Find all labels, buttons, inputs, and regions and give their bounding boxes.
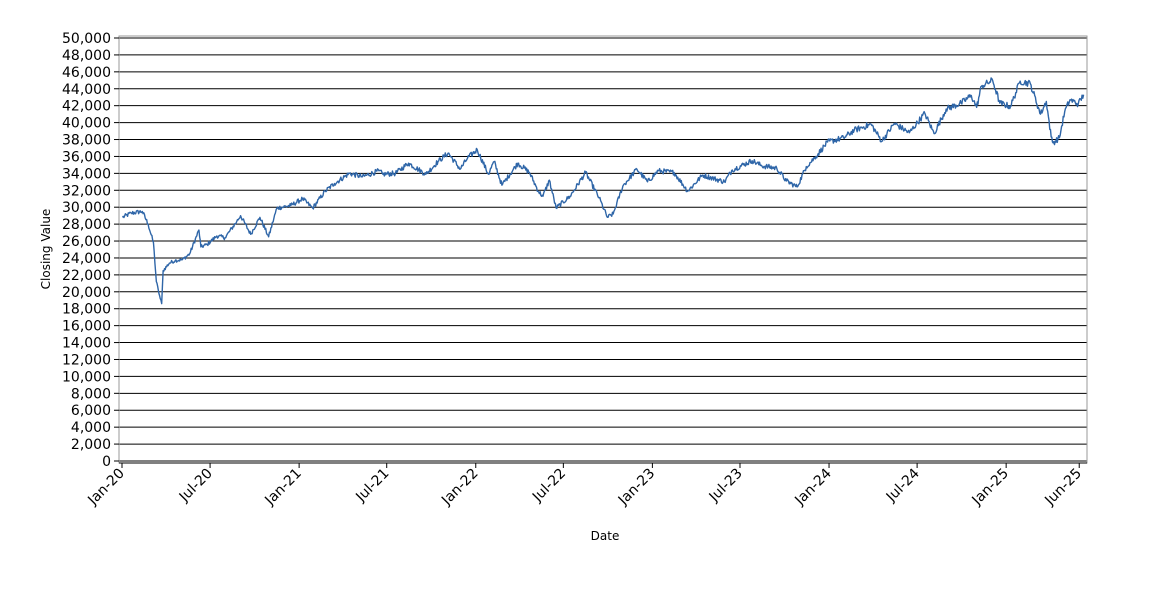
y-tick-label: 6,000 (71, 403, 111, 419)
y-tick-label: 12,000 (62, 352, 111, 368)
y-tick-label: 20,000 (62, 285, 111, 301)
series-line (121, 77, 1085, 305)
x-tick-label: Jan-22 (438, 466, 481, 509)
y-tick-label: 50,000 (62, 31, 111, 47)
y-tick-label: 24,000 (62, 251, 111, 267)
x-axis: Jan-20 Jul-20 Jan-21 Jul-21 Jan-22 Jul-22 Jan-… (84, 462, 1087, 510)
y-tick-label: 8,000 (71, 386, 111, 402)
y-tick-label: 2,000 (71, 437, 111, 453)
y-axis-title: Closing Value (39, 209, 53, 290)
x-tick-label: Jul-24 (883, 465, 923, 505)
y-tick-label: 4,000 (71, 420, 111, 436)
y-tick-label: 16,000 (62, 319, 111, 335)
x-tick-label: Jul-21 (352, 466, 392, 506)
y-axis: 02,0004,0006,0008,00010,00012,00014,0001… (62, 31, 119, 470)
x-tick-label: Jan-23 (615, 466, 658, 509)
y-tick-label: 48,000 (62, 48, 111, 64)
x-axis-title: Date (591, 529, 620, 543)
y-tick-label: 44,000 (62, 82, 111, 98)
y-tick-label: 30,000 (62, 200, 111, 216)
x-tick-label: Jul-22 (529, 466, 569, 506)
y-tick-label: 40,000 (62, 116, 111, 132)
x-tick-label: Jan-24 (791, 465, 835, 509)
gridlines (119, 37, 1087, 462)
series-layer (121, 77, 1085, 305)
y-tick-label: 14,000 (62, 336, 111, 352)
plot-area (118, 35, 1088, 464)
y-tick-label: 34,000 (62, 166, 111, 182)
x-tick-label: Jan-21 (261, 466, 304, 509)
x-tick-label: Jul-20 (176, 466, 216, 506)
y-tick-label: 18,000 (62, 302, 111, 318)
y-tick-label: 32,000 (62, 183, 111, 199)
y-tick-label: 0 (102, 454, 111, 470)
x-tick-label: Jul-23 (706, 466, 746, 506)
y-tick-label: 42,000 (62, 99, 111, 115)
x-tick-label: Jan-20 (84, 466, 127, 509)
y-tick-label: 46,000 (62, 65, 111, 81)
x-tick-label: Jun-25 (1041, 466, 1085, 510)
y-tick-label: 38,000 (62, 133, 111, 149)
y-tick-label: 36,000 (62, 149, 111, 165)
y-tick-label: 26,000 (62, 234, 111, 250)
y-tick-label: 22,000 (62, 268, 111, 284)
y-tick-label: 10,000 (62, 369, 111, 385)
y-tick-label: 28,000 (62, 217, 111, 233)
x-tick-label: Jan-25 (969, 466, 1012, 509)
